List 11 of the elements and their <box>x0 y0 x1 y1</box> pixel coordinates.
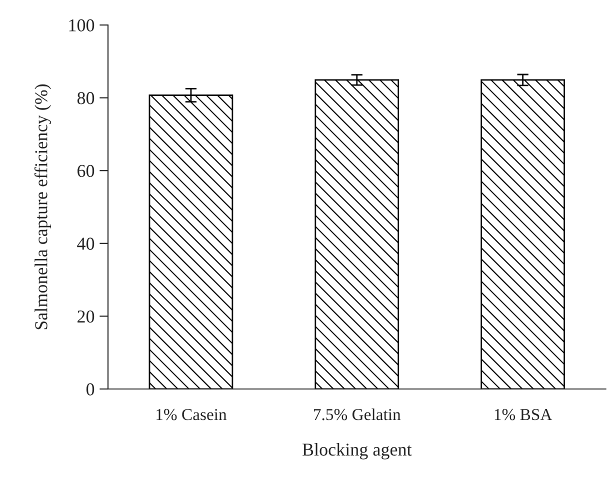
y-tick-label: 40 <box>77 238 94 250</box>
y-tick-label: 20 <box>78 310 94 323</box>
y-tick-label: 0 <box>86 383 94 396</box>
y-tick-label: 80 <box>77 92 94 104</box>
y-tick-label: 100 <box>69 19 94 32</box>
y-axis-title: Salmonella capture efficiency (%) <box>34 84 52 330</box>
x-tick-label: 1% Casein <box>156 408 227 420</box>
x-tick-label: 7.5% Gelatin <box>314 408 401 420</box>
y-tick-label: 60 <box>78 164 94 178</box>
x-axis-title: Blocking agent <box>302 443 412 460</box>
x-tick-label: 1% BSA <box>494 408 552 420</box>
